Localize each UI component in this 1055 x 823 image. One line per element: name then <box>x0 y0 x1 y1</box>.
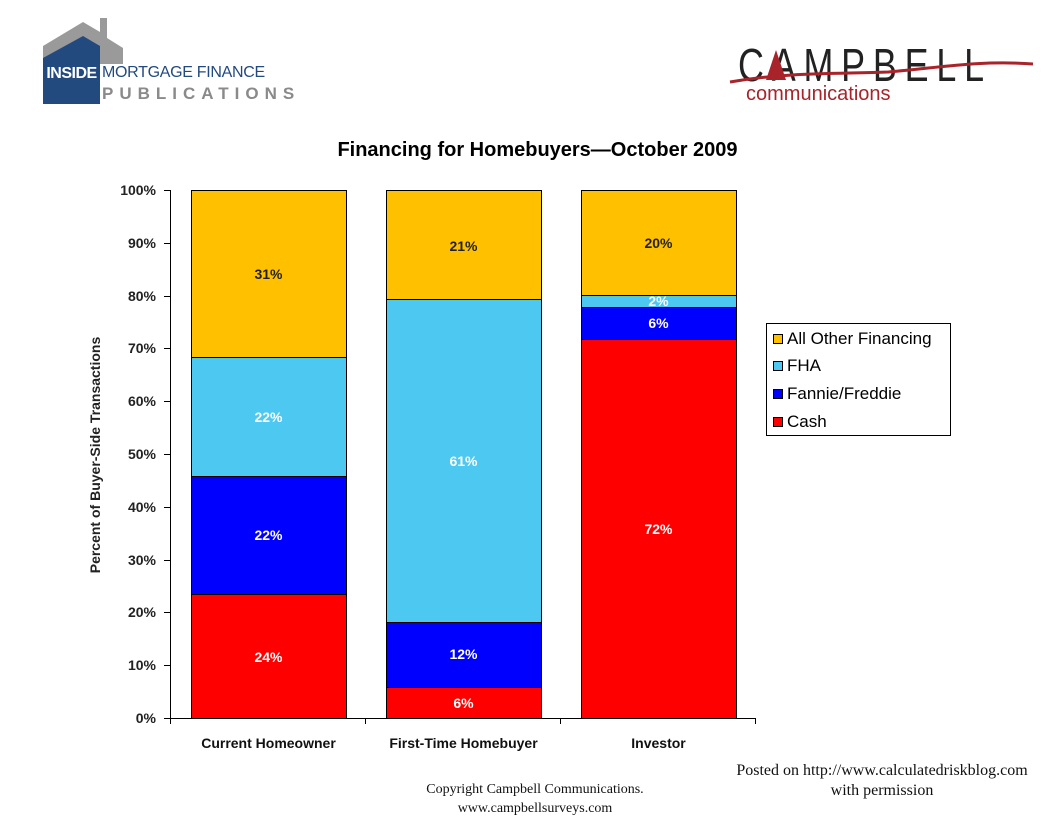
legend-swatch-icon <box>773 389 783 399</box>
x-tick-mark <box>170 718 171 724</box>
y-tick-mark <box>164 296 170 297</box>
logo-inside-text: INSIDE <box>43 63 100 85</box>
chart-legend: All Other Financing FHA Fannie/Freddie C… <box>766 323 951 436</box>
legend-label: Cash <box>787 412 827 431</box>
logo-mortgage-finance-text: MORTGAGE FINANCE <box>102 64 265 81</box>
legend-item-all-other: All Other Financing <box>773 328 932 350</box>
data-label: 20% <box>644 235 673 251</box>
y-tick-mark <box>164 454 170 455</box>
segment-cash <box>191 593 347 719</box>
data-label: 22% <box>254 409 283 425</box>
data-label: 6% <box>453 695 474 711</box>
logo-communications-text: communications <box>746 83 891 105</box>
logo-inside-base <box>43 85 100 104</box>
data-label: 61% <box>449 453 478 469</box>
y-tick-label: 30% <box>127 552 156 568</box>
logo-publications-text: PUBLICATIONS <box>102 84 301 103</box>
data-label: 6% <box>648 315 669 331</box>
data-label: 2% <box>648 293 669 309</box>
legend-swatch-icon <box>773 417 783 427</box>
x-tick-mark <box>365 718 366 724</box>
chart-title: Financing for Homebuyers—October 2009 <box>337 139 738 161</box>
y-tick-label: 80% <box>127 288 156 304</box>
legend-label: All Other Financing <box>787 329 932 348</box>
legend-label: Fannie/Freddie <box>787 384 902 403</box>
y-tick-mark <box>164 560 170 561</box>
y-tick-label: 50% <box>127 446 156 462</box>
swoosh-icon <box>729 50 1034 84</box>
segment-fha <box>191 356 347 477</box>
x-category-label: Investor <box>631 735 686 751</box>
y-tick-label: 100% <box>120 182 156 198</box>
y-tick-mark <box>164 348 170 349</box>
data-label: 21% <box>449 238 478 254</box>
y-tick-mark <box>164 718 170 719</box>
x-category-label: Current Homeowner <box>201 735 336 751</box>
legend-item-cash: Cash <box>773 411 827 433</box>
y-tick-label: 40% <box>127 499 156 515</box>
data-label: 72% <box>644 521 673 537</box>
x-tick-mark <box>755 718 756 724</box>
copyright-line-2: www.campbellsurveys.com <box>457 801 613 816</box>
posted-on-line-1: Posted on http://www.calculatedriskblog.… <box>736 762 1028 779</box>
y-tick-label: 0% <box>135 710 156 726</box>
data-label: 31% <box>254 266 283 282</box>
x-tick-mark <box>560 718 561 724</box>
x-category-label: First-Time Homebuyer <box>389 735 538 751</box>
data-label: 12% <box>449 646 478 662</box>
y-axis <box>170 190 171 719</box>
segment-all-other <box>581 190 737 296</box>
y-tick-label: 70% <box>127 340 156 356</box>
data-label: 22% <box>254 527 283 543</box>
house-roof-icon <box>43 18 123 64</box>
y-tick-mark <box>164 401 170 402</box>
y-tick-label: 10% <box>127 657 156 673</box>
segment-all-other <box>191 190 347 358</box>
copyright-line-1: Copyright Campbell Communications. <box>426 782 644 797</box>
segment-fannie-freddie <box>191 475 347 595</box>
legend-item-fannie-freddie: Fannie/Freddie <box>773 383 901 405</box>
legend-swatch-icon <box>773 361 783 371</box>
segment-all-other <box>386 190 542 300</box>
y-tick-label: 20% <box>127 604 156 620</box>
y-tick-mark <box>164 612 170 613</box>
posted-on-line-2: with permission <box>830 782 934 799</box>
segment-fha <box>386 298 542 623</box>
y-tick-mark <box>164 665 170 666</box>
y-tick-mark <box>164 507 170 508</box>
y-tick-mark <box>164 243 170 244</box>
segment-fannie-freddie <box>581 306 737 340</box>
y-tick-label: 60% <box>127 393 156 409</box>
legend-label: FHA <box>787 356 821 375</box>
segment-cash <box>581 338 737 719</box>
legend-item-fha: FHA <box>773 355 821 377</box>
segment-fannie-freddie <box>386 621 542 688</box>
y-tick-mark <box>164 190 170 191</box>
data-label: 24% <box>254 649 283 665</box>
legend-swatch-icon <box>773 334 783 344</box>
y-tick-label: 90% <box>127 235 156 251</box>
